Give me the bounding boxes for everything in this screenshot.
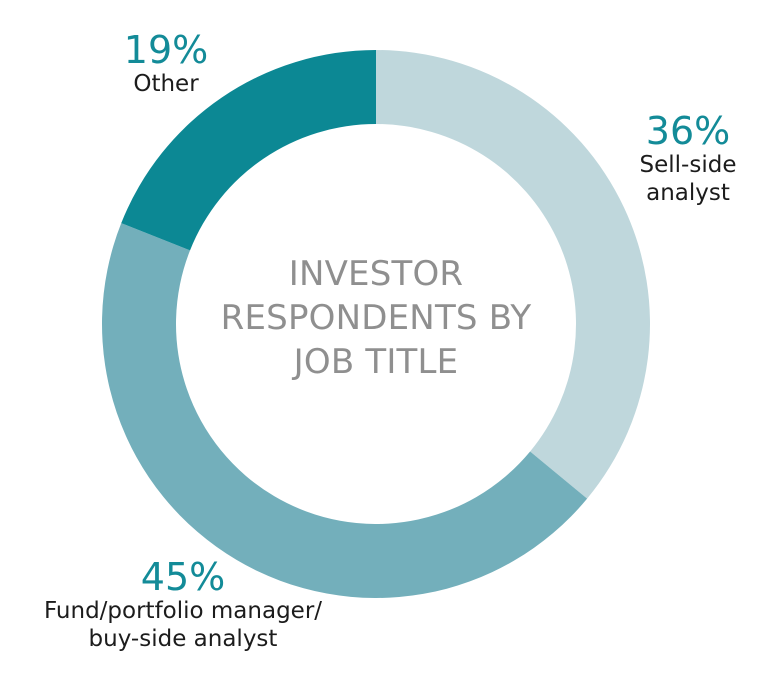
donut-slice-fund-portfolio (101, 223, 588, 599)
slice-description-other: Other (106, 70, 226, 98)
chart-title-line-3: JOB TITLE (293, 342, 459, 382)
slice-label-sell-side: 36% Sell-side analyst (624, 111, 752, 207)
slice-description-fund-portfolio-line-1: Fund/portfolio manager/ (43, 598, 323, 624)
donut-slice-sell-side (376, 50, 650, 499)
chart-title-line-2: RESPONDENTS BY (220, 298, 532, 338)
slice-description-sell-side: Sell-side analyst (624, 151, 752, 207)
chart-title: INVESTOR RESPONDENTS BY JOB TITLE (206, 252, 546, 384)
slice-label-other: 19% Other (106, 30, 226, 98)
donut-slice-other (121, 50, 376, 251)
chart-title-line-1: INVESTOR (288, 254, 464, 294)
slices-group (101, 50, 650, 599)
slice-description-fund-portfolio-line-2: buy-side analyst (88, 626, 278, 652)
slice-percent-fund-portfolio: 45% (140, 555, 226, 599)
slice-label-fund-portfolio: 45% Fund/portfolio manager/ buy-side ana… (18, 557, 348, 653)
slice-description-sell-side-line-1: Sell-side (639, 152, 737, 178)
slice-description-other-line-1: Other (133, 71, 199, 97)
slice-description-sell-side-line-2: analyst (646, 180, 730, 206)
slice-description-fund-portfolio: Fund/portfolio manager/ buy-side analyst (18, 597, 348, 653)
slice-percent-other: 19% (123, 28, 209, 72)
slice-percent-sell-side: 36% (645, 109, 731, 153)
